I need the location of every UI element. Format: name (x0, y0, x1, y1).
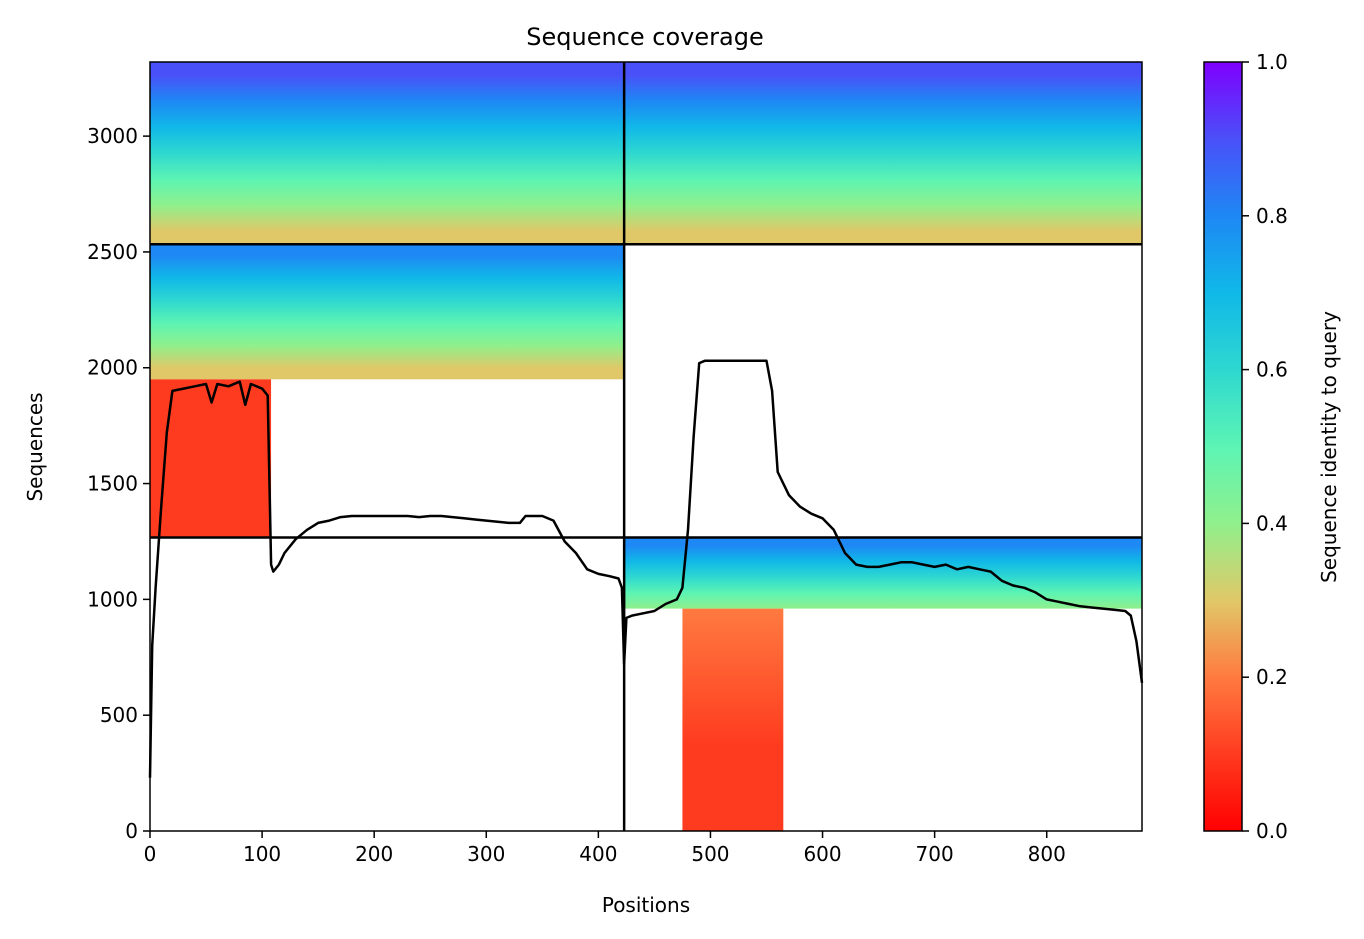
heatmap-block (150, 62, 625, 245)
heatmap-block (682, 608, 784, 831)
x-tick-label: 0 (144, 842, 157, 866)
heatmap-block (624, 62, 1142, 245)
x-tick-label: 800 (1028, 842, 1066, 866)
y-tick-label: 0 (125, 819, 138, 843)
y-tick-label: 2000 (87, 356, 138, 380)
x-tick-label: 700 (916, 842, 954, 866)
x-tick-label: 200 (355, 842, 393, 866)
y-tick-label: 3000 (87, 124, 138, 148)
colorbar-tick-label: 0.2 (1256, 665, 1288, 689)
x-tick-label: 300 (467, 842, 505, 866)
colorbar-tick-label: 0.0 (1256, 819, 1288, 843)
x-tick-label: 600 (803, 842, 841, 866)
x-axis-ticks: 0 100 200 300 400 500 600 700 800 (144, 831, 1066, 866)
y-tick-label: 2500 (87, 240, 138, 264)
y-tick-label: 1500 (87, 472, 138, 496)
x-tick-label: 500 (691, 842, 729, 866)
y-tick-label: 1000 (87, 587, 138, 611)
y-axis-label: Sequences (23, 392, 47, 501)
x-axis-label: Positions (602, 893, 690, 917)
chart-title: Sequence coverage (526, 23, 763, 51)
colorbar (1203, 61, 1243, 832)
colorbar-tick-label: 1.0 (1256, 50, 1288, 74)
plot-frame (149, 61, 1143, 832)
chain-boundaries (150, 62, 1142, 831)
x-tick-label: 400 (579, 842, 617, 866)
x-tick-label: 100 (243, 842, 281, 866)
colorbar-tick-label: 0.8 (1256, 204, 1288, 228)
colorbar-tick-label: 0.6 (1256, 358, 1288, 382)
colorbar-tick-label: 0.4 (1256, 511, 1288, 535)
heatmap-blocks (150, 62, 1142, 831)
y-tick-label: 500 (100, 703, 138, 727)
colorbar-label: Sequence identity to query (1317, 311, 1341, 583)
colorbar-ticks: 0.0 0.2 0.4 0.6 0.8 1.0 (1242, 50, 1288, 843)
heatmap-block (624, 537, 1142, 609)
heatmap-block (150, 244, 625, 380)
y-axis-ticks: 0 500 1000 1500 2000 2500 3000 (87, 124, 150, 843)
